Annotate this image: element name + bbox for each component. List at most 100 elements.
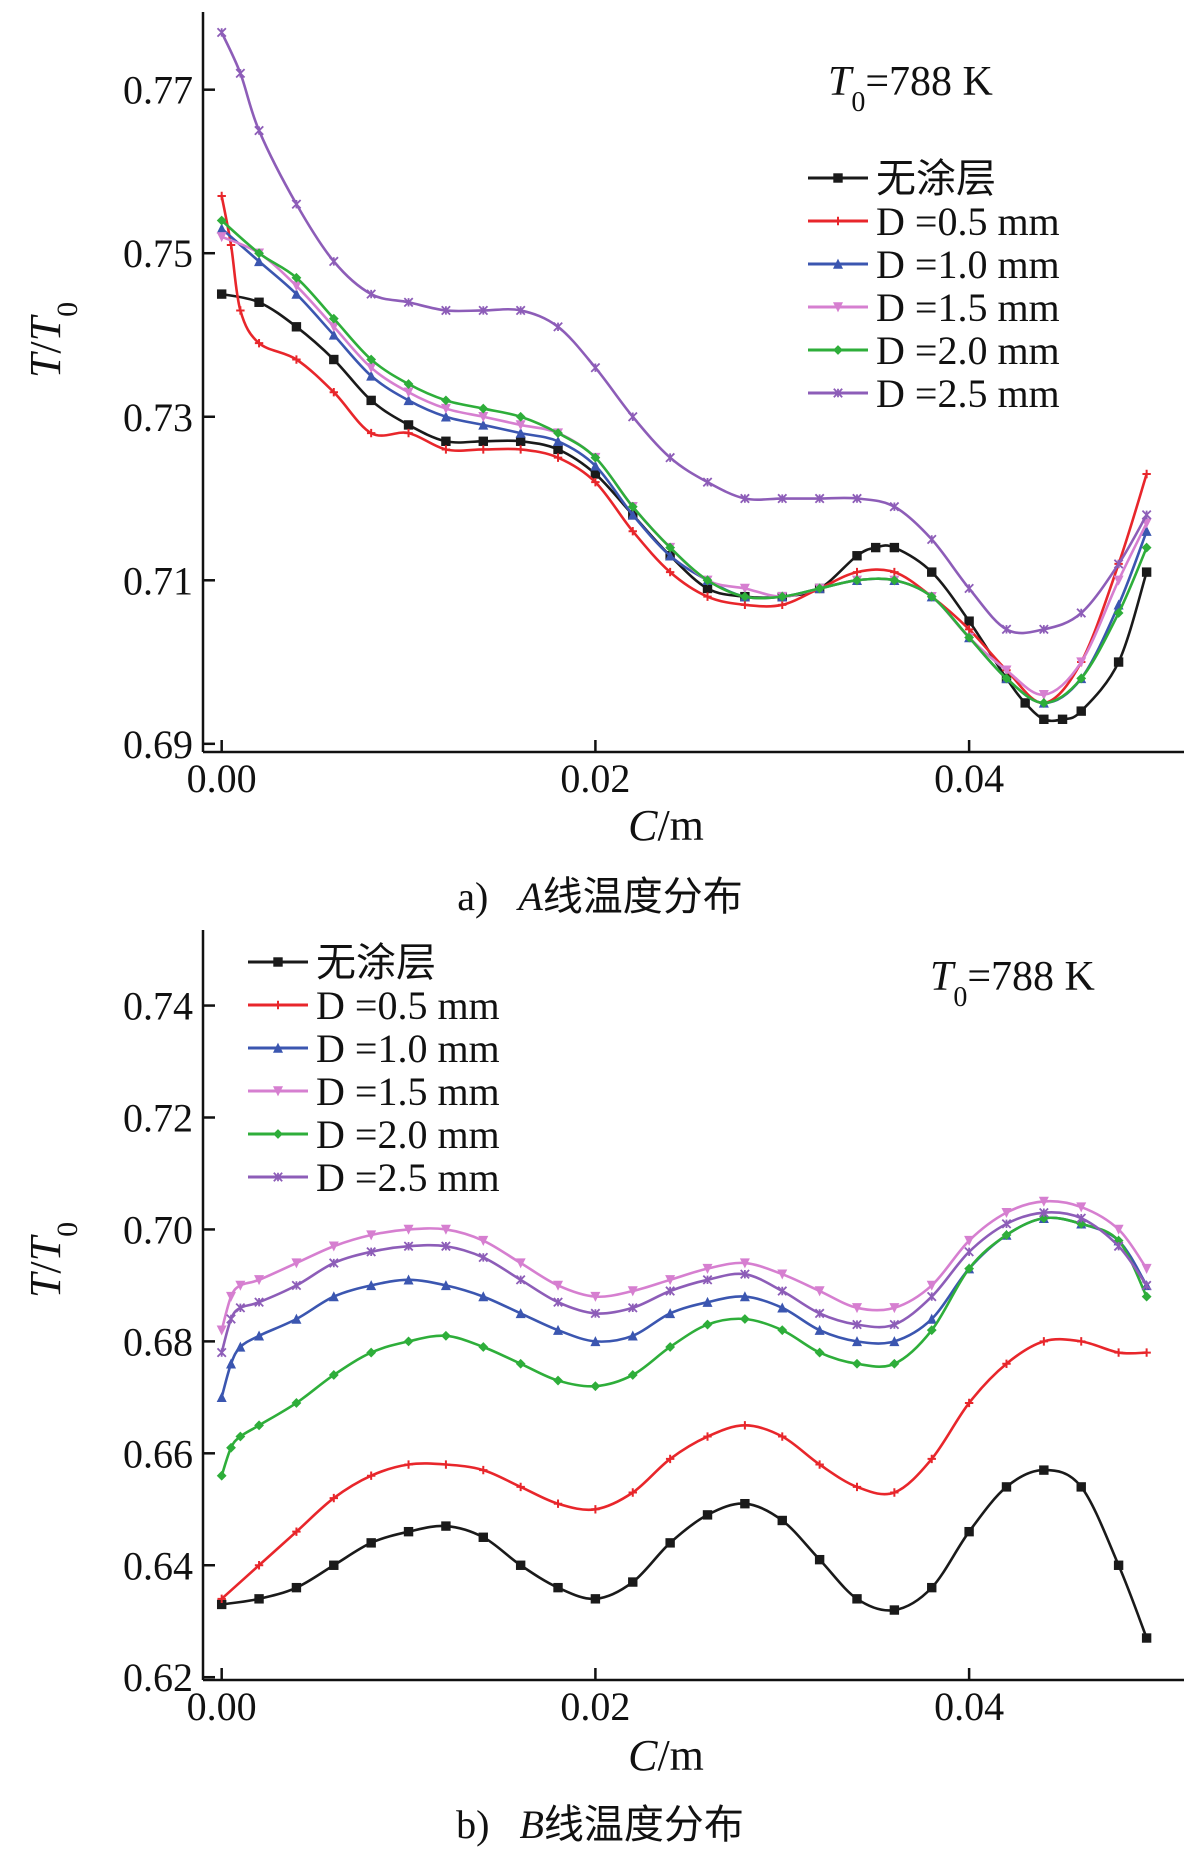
data-point (403, 1526, 414, 1537)
data-point (1113, 608, 1124, 618)
series-line (220, 1211, 1148, 1353)
data-point (403, 395, 414, 406)
data-point (1038, 690, 1049, 701)
chart-panel-a: 0.690.710.730.750.770.00 0.02 0.04 T0=788 … (21, 12, 1184, 919)
data-point (291, 288, 302, 299)
data-point (814, 1554, 825, 1565)
data-point (553, 444, 563, 455)
data-point (777, 1269, 788, 1280)
data-point (441, 445, 451, 454)
data-point (217, 191, 226, 201)
data-point (777, 1302, 788, 1313)
legend-marker-shape (273, 1000, 283, 1010)
data-point (403, 420, 414, 430)
data-point (851, 1303, 863, 1314)
x-tick-label: 0.02 (560, 1684, 630, 1729)
data-point (1002, 1359, 1011, 1368)
legend-label-b-2: D =1.0 mm (316, 1026, 500, 1071)
data-point (627, 411, 638, 422)
data-point (1141, 525, 1152, 536)
y-axis-var2-b: T (21, 1233, 70, 1261)
data-point (1141, 542, 1152, 553)
data-point (739, 583, 750, 594)
data-point (291, 1258, 302, 1269)
data-point (328, 1258, 339, 1268)
data-point (515, 427, 526, 438)
data-point (889, 1358, 900, 1369)
data-point (226, 240, 236, 250)
data-point (702, 1510, 713, 1520)
data-point (254, 1275, 265, 1286)
y-axis-sub-a: 0 (51, 302, 84, 317)
data-point (889, 542, 900, 553)
data-point (1001, 624, 1012, 635)
data-point (328, 256, 339, 267)
data-point (591, 1505, 600, 1514)
legend-label-a-3: D =1.5 mm (876, 285, 1060, 330)
data-point (814, 1286, 825, 1297)
y-tick-label: 0.64 (123, 1543, 193, 1588)
data-point (889, 1303, 900, 1314)
data-point (441, 395, 451, 406)
data-point (236, 306, 245, 315)
data-point (226, 1291, 237, 1302)
data-point (515, 411, 526, 422)
legend-marker-shape (833, 345, 843, 355)
data-point (1076, 657, 1087, 668)
series-line (221, 1468, 1148, 1639)
data-point (441, 1460, 451, 1469)
y-axis-sep-b: / (21, 1261, 70, 1274)
data-point (964, 1235, 975, 1246)
data-point (1077, 1337, 1086, 1346)
data-point (216, 27, 227, 38)
data-point (1057, 714, 1068, 724)
data-point (665, 1308, 676, 1319)
data-point (627, 1286, 638, 1297)
data-point (627, 509, 638, 520)
data-point (778, 600, 787, 610)
legend-marker-b-4 (273, 1129, 283, 1139)
data-point (515, 1560, 526, 1570)
data-point (590, 1381, 601, 1392)
data-point (291, 1280, 302, 1291)
data-point (1001, 1482, 1012, 1492)
series-0 (216, 1465, 1152, 1643)
caption-b: b) B线温度分布 (456, 1802, 744, 1847)
legend-entry-a-1: D =0.5 mm (808, 199, 1060, 244)
data-point (254, 125, 264, 136)
data-point (964, 1398, 974, 1408)
x-axis-var-b: C (628, 1731, 658, 1780)
data-point (553, 1324, 564, 1335)
data-point (889, 1319, 900, 1330)
data-point (291, 1398, 302, 1408)
y-tick-label: 0.68 (123, 1319, 193, 1364)
legend-marker-b-5 (273, 1172, 283, 1182)
data-point (515, 1308, 526, 1319)
data-point (291, 272, 302, 283)
data-point (226, 1442, 236, 1453)
data-point (926, 1280, 937, 1291)
data-point (254, 1330, 265, 1341)
data-point (740, 493, 750, 504)
data-point (366, 370, 377, 381)
x-axis-label-b: C/m (628, 1731, 704, 1780)
plot-frame-a (201, 12, 1184, 754)
legend-label-a-0: 无涂层 (876, 156, 996, 201)
caption-prefix-b: b) (456, 1802, 489, 1847)
data-point (1076, 706, 1086, 716)
data-point (254, 1420, 264, 1431)
data-point (627, 1330, 638, 1341)
legend-marker-b-3 (272, 1086, 284, 1097)
y-tick-label: 0.74 (123, 984, 193, 1029)
data-point (964, 632, 975, 643)
data-point (702, 1274, 713, 1285)
axis-ticks-b: 0.62 0.64 0.66 0.68 0.70 0.72 0.74 0.00 0.02 0.04 (123, 984, 1004, 1729)
data-point (740, 600, 750, 610)
x-tick-label: 0.00 (187, 756, 257, 801)
data-point (366, 1538, 376, 1548)
data-point (702, 1296, 713, 1307)
data-point (852, 493, 862, 504)
legend-marker-a-0 (833, 173, 843, 183)
legend-marker-shape (832, 258, 844, 269)
data-point (216, 1325, 227, 1336)
